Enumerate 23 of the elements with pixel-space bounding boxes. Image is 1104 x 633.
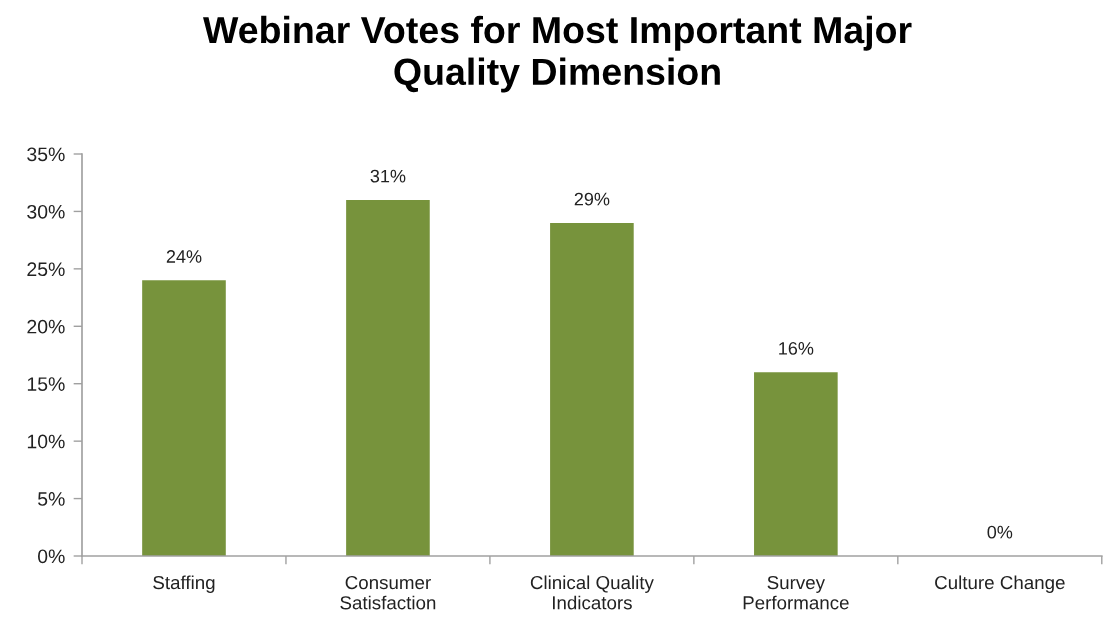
- bar: [346, 199, 430, 556]
- y-tick-label: 25%: [27, 262, 65, 277]
- chart-title: Webinar Votes for Most Important Major Quality Dimension: [203, 15, 912, 93]
- data-label: 24%: [166, 250, 202, 263]
- y-tick-label: 10%: [27, 434, 65, 449]
- y-tick-label: 0%: [37, 549, 65, 564]
- x-tick-label: Staffing: [153, 575, 215, 593]
- data-label: 31%: [370, 169, 406, 183]
- data-label: 0%: [987, 525, 1013, 539]
- y-tick-label: 5%: [38, 492, 65, 506]
- bar: [142, 280, 226, 556]
- x-tick-label: Survey Performance: [743, 575, 849, 610]
- bar: [754, 372, 838, 556]
- x-tick-label: Clinical Quality Indicators: [530, 575, 654, 610]
- x-tick-label: Culture Change: [935, 575, 1065, 593]
- y-tick-label: 15%: [27, 377, 65, 391]
- data-label: 16%: [779, 341, 814, 355]
- x-tick-label: Consumer Satisfaction: [340, 575, 436, 610]
- data-label: 29%: [574, 192, 610, 206]
- y-tick-label: 35%: [27, 147, 65, 162]
- bar: [550, 222, 634, 556]
- y-tick-label: 20%: [27, 319, 65, 334]
- y-tick-label: 30%: [27, 204, 65, 219]
